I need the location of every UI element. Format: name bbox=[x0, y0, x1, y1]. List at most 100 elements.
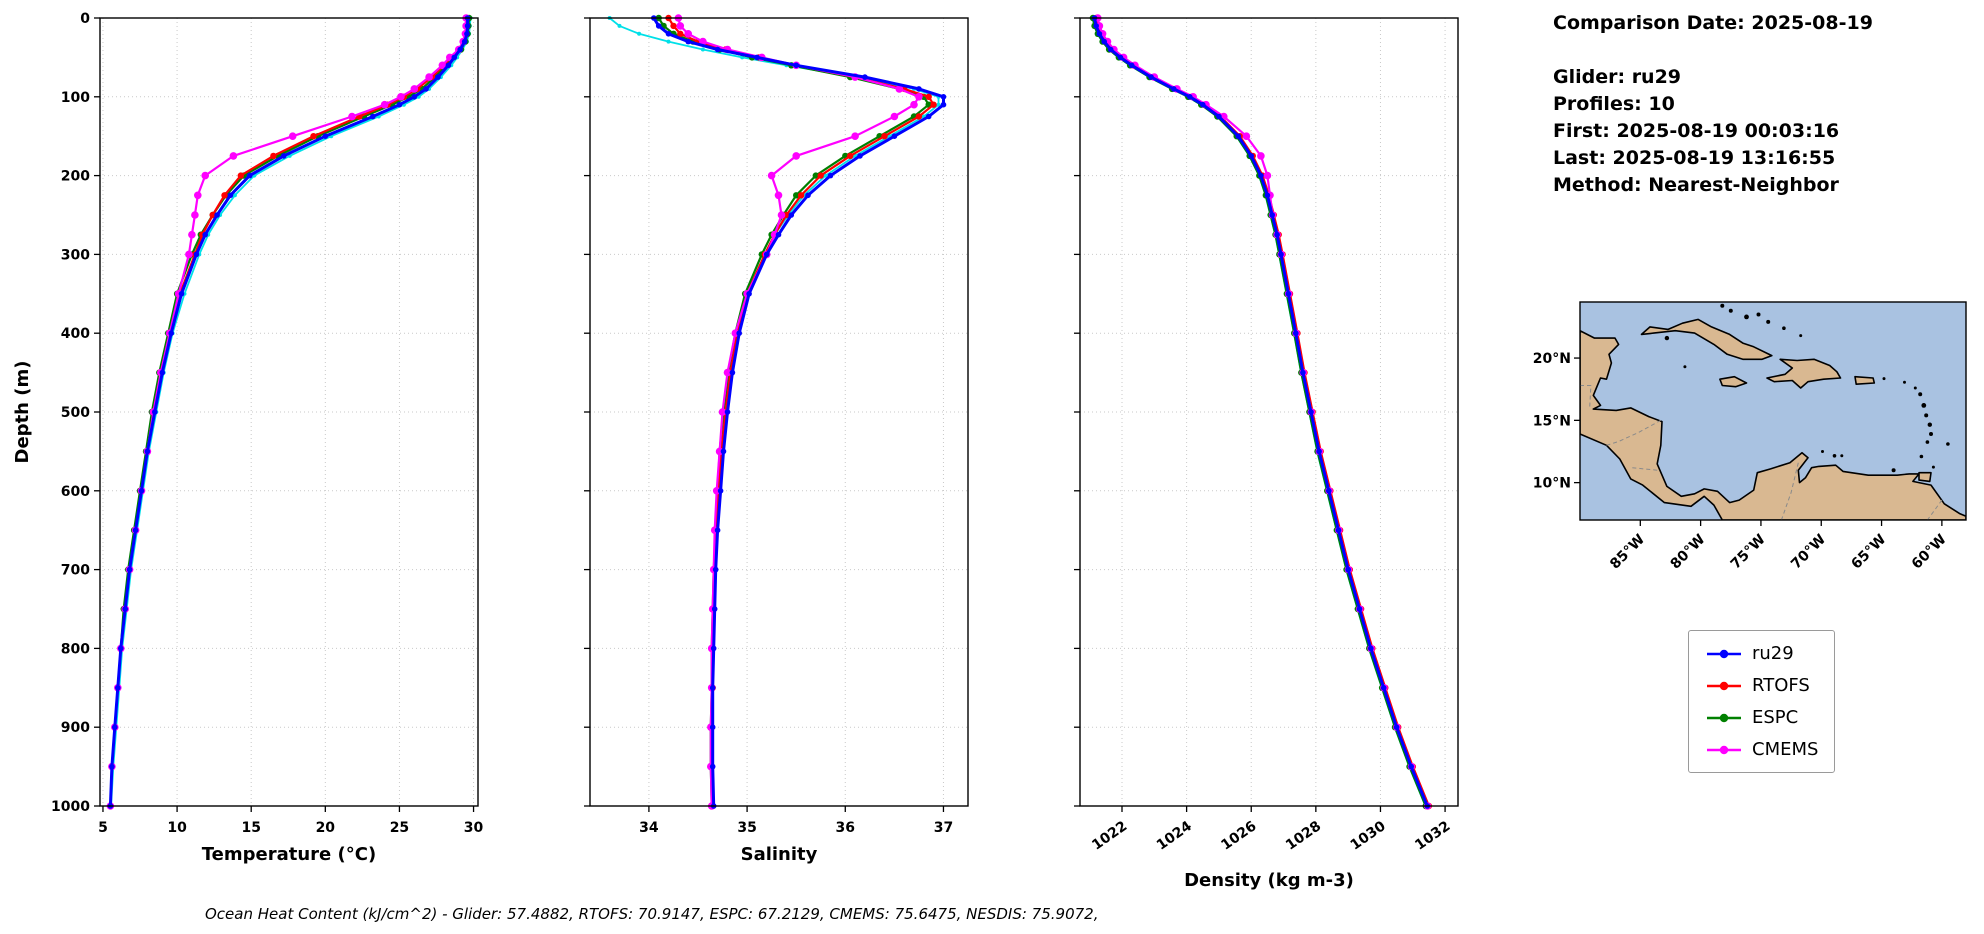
series-marker-ru29 bbox=[202, 231, 208, 238]
small-island bbox=[1782, 326, 1786, 330]
series-marker-ru29 bbox=[724, 409, 731, 415]
series-marker-CMEMS bbox=[194, 191, 202, 200]
series-marker-ru29 bbox=[214, 212, 220, 218]
series-marker-CMEMS bbox=[288, 132, 297, 140]
y-tick-label: 800 bbox=[61, 641, 90, 657]
x-tick-label: 1026 bbox=[1218, 818, 1259, 853]
series-marker-CMEMS bbox=[684, 30, 692, 38]
series-marker-ru29 bbox=[1216, 113, 1222, 120]
series-marker-ru29 bbox=[411, 94, 418, 100]
series-marker-ru29 bbox=[754, 54, 760, 61]
x-tick-label: 5 bbox=[98, 820, 108, 836]
legend-marker-RTOFS bbox=[1707, 681, 1741, 690]
series-marker-ru29 bbox=[1316, 448, 1322, 455]
legend-label: RTOFS bbox=[1752, 675, 1810, 696]
series-marker-ESPC bbox=[793, 192, 800, 199]
series-marker-CMEMS bbox=[777, 211, 786, 219]
series-marker-ru29 bbox=[1235, 133, 1242, 139]
land-jamaica bbox=[1719, 375, 1748, 388]
series-marker-ru29 bbox=[775, 231, 782, 238]
plot-area bbox=[1089, 14, 1433, 810]
first-text: First: 2025-08-19 00:03:16 bbox=[1553, 120, 1840, 142]
series-marker-ru29 bbox=[122, 606, 128, 612]
series-marker-profiles bbox=[936, 102, 941, 107]
land-trinidad bbox=[1918, 471, 1932, 483]
y-tick-label: 100 bbox=[61, 90, 90, 106]
series-marker-ru29 bbox=[709, 685, 716, 691]
series-marker-ru29 bbox=[168, 330, 174, 337]
y-tick-label: 300 bbox=[61, 247, 90, 263]
series-marker-profiles bbox=[666, 39, 671, 44]
series-marker-ru29 bbox=[451, 54, 458, 61]
series-marker-ru29 bbox=[1128, 62, 1135, 69]
legend-label: ESPC bbox=[1752, 707, 1799, 728]
series-marker-ru29 bbox=[1335, 527, 1342, 533]
small-island bbox=[1720, 303, 1725, 308]
series-marker-ru29 bbox=[1368, 645, 1374, 652]
series-marker-CMEMS bbox=[191, 211, 199, 219]
series-marker-ru29 bbox=[1117, 54, 1124, 61]
small-island bbox=[1744, 314, 1749, 320]
x-tick-label: 1024 bbox=[1154, 818, 1195, 854]
x-tick-label: 37 bbox=[934, 820, 953, 836]
small-island bbox=[1728, 308, 1733, 313]
series-marker-ru29 bbox=[1096, 31, 1103, 37]
x-axis-label: Temperature (°C) bbox=[202, 844, 376, 865]
series-marker-ru29 bbox=[710, 645, 717, 652]
series-marker-ru29 bbox=[118, 645, 124, 652]
series-marker-CMEMS bbox=[915, 93, 923, 101]
series-marker-ru29 bbox=[805, 192, 811, 199]
series-marker-CMEMS bbox=[895, 85, 904, 93]
legend-marker-ru29 bbox=[1707, 649, 1741, 658]
series-marker-ru29 bbox=[685, 38, 691, 45]
series-marker-ru29 bbox=[1356, 606, 1363, 612]
small-island bbox=[1799, 334, 1803, 338]
series-marker-profiles bbox=[700, 47, 705, 52]
legend-marker-ESPC bbox=[1707, 713, 1741, 722]
map-x-tick-label: 75°W bbox=[1728, 532, 1769, 573]
series-marker-ru29 bbox=[1300, 369, 1306, 376]
series-marker-CMEMS bbox=[229, 152, 238, 160]
series-marker-ru29 bbox=[714, 527, 721, 533]
series-marker-RTOFS bbox=[237, 172, 244, 179]
series-marker-CMEMS bbox=[910, 100, 918, 109]
series-marker-CMEMS bbox=[767, 171, 776, 180]
series-marker-ru29 bbox=[1274, 231, 1280, 238]
location-map: 20°N 15°N 10°N 85°W 80°W 75°W 70°W 65°W 60°W bbox=[1533, 301, 1967, 573]
comparison-date-text: Comparison Date: 2025-08-19 bbox=[1553, 12, 1873, 34]
series-marker-ru29 bbox=[827, 172, 834, 179]
series-marker-ru29 bbox=[396, 101, 403, 108]
y-tick-label: 200 bbox=[61, 169, 90, 185]
map-x-tick-label: 65°W bbox=[1848, 532, 1889, 573]
land-hispaniola bbox=[1766, 358, 1842, 389]
series-line-CMEMS bbox=[1096, 17, 1429, 807]
series-marker-ru29 bbox=[857, 153, 863, 159]
small-island bbox=[1919, 454, 1924, 459]
x-tick-label: 20 bbox=[316, 820, 336, 836]
series-marker-ru29 bbox=[126, 566, 133, 573]
x-tick-label: 1028 bbox=[1283, 818, 1324, 853]
y-tick-label: 900 bbox=[61, 720, 90, 736]
x-tick-label: 36 bbox=[836, 820, 855, 836]
series-marker-RTOFS bbox=[221, 192, 228, 199]
series-marker-ru29 bbox=[665, 31, 672, 37]
series-marker-ru29 bbox=[940, 94, 947, 100]
small-island bbox=[1683, 365, 1687, 369]
map-x-tick-label: 85°W bbox=[1607, 532, 1648, 573]
map-y-tick-label: 10°N bbox=[1533, 476, 1571, 492]
country-border bbox=[1580, 385, 1592, 410]
series-marker-ru29 bbox=[655, 23, 662, 29]
country-border bbox=[1780, 462, 1799, 520]
series-marker-ru29 bbox=[1293, 330, 1299, 337]
series-marker-profiles bbox=[617, 23, 622, 28]
series-marker-CMEMS bbox=[792, 152, 800, 160]
y-axis-label: Depth (m) bbox=[12, 360, 33, 464]
land-mainland bbox=[1580, 329, 1966, 520]
y-tick-label: 1000 bbox=[51, 799, 90, 815]
series-marker-ru29 bbox=[1107, 46, 1114, 53]
x-axis-label: Density (kg m-3) bbox=[1184, 870, 1354, 891]
series-marker-ru29 bbox=[246, 172, 253, 179]
series-marker-profiles bbox=[740, 55, 745, 60]
series-marker-CMEMS bbox=[410, 85, 419, 93]
series-marker-RTOFS bbox=[797, 192, 805, 199]
